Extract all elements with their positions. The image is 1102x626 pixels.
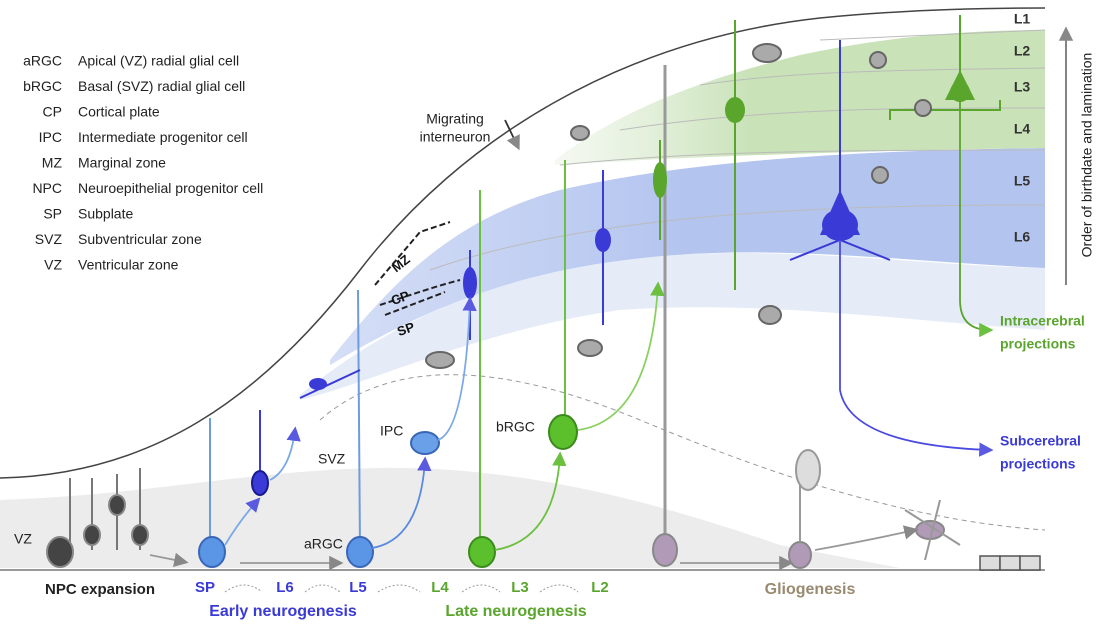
phase-label: Gliogenesis xyxy=(765,581,856,598)
legend-abbr: NPC xyxy=(32,180,62,196)
legend-abbr: SP xyxy=(43,206,62,222)
neurons-shape xyxy=(252,471,268,495)
stage-arrows-shape xyxy=(462,585,500,592)
stage-arrows-shape xyxy=(225,585,262,592)
neurons-shape xyxy=(822,209,858,241)
diagram: aRGC Apical (VZ) radial glial cell bRGC Bas… xyxy=(0,0,1102,626)
legend-term: Intermediate progenitor cell xyxy=(78,129,248,145)
stage-label: L5 xyxy=(349,579,367,596)
legend-abbr: bRGC xyxy=(23,78,62,94)
layer-label: L2 xyxy=(1014,43,1031,59)
legend-term: Marginal zone xyxy=(78,155,166,171)
neurons-shape-shape xyxy=(870,52,886,68)
neurons-shape xyxy=(463,267,477,299)
neurons-shape xyxy=(653,162,667,198)
legend-abbr: SVZ xyxy=(35,231,63,247)
label: aRGC xyxy=(304,536,343,552)
neurons-shape xyxy=(595,228,611,252)
neurons-shape-shape xyxy=(759,306,781,324)
neurons-shape-shape xyxy=(571,126,589,140)
stage-label: SP xyxy=(195,579,215,596)
label: VZ xyxy=(14,531,32,547)
legend-abbr: aRGC xyxy=(23,53,62,69)
stage-arrows-shape xyxy=(540,585,578,592)
neurons-shape-shape xyxy=(872,167,888,183)
layer-label: L6 xyxy=(1014,229,1031,245)
label: IPC xyxy=(380,423,403,439)
projection-label: projections xyxy=(1000,336,1076,352)
stage-label: L6 xyxy=(276,579,294,596)
neurons-shape xyxy=(725,97,745,123)
legend-abbr: IPC xyxy=(39,129,62,145)
neurons-shape-shape xyxy=(753,44,781,62)
timeline-label: NPC expansion xyxy=(45,581,155,598)
layer-label: L3 xyxy=(1014,79,1031,95)
progenitor-cells-shape xyxy=(789,542,811,568)
projection-label: Subcerebral xyxy=(1000,433,1081,449)
phase-label: Early neurogenesis xyxy=(209,603,357,620)
progenitor-cells-shape xyxy=(980,556,1040,570)
legend-abbr: MZ xyxy=(42,155,63,171)
arrows-shape xyxy=(505,120,518,147)
neurons-shape-shape xyxy=(578,340,602,356)
legend-term: Subventricular zone xyxy=(78,231,202,247)
phase-label: Late neurogenesis xyxy=(445,603,586,620)
progenitor-cells-shape xyxy=(469,537,495,567)
progenitor-cells-shape-shape xyxy=(1000,556,1020,570)
layer-label: L4 xyxy=(1014,121,1031,137)
label: interneuron xyxy=(420,129,491,145)
stage-arrows-shape xyxy=(305,585,340,592)
stage-label: L3 xyxy=(511,579,529,596)
progenitor-cells-shape xyxy=(549,415,577,449)
progenitor-cells-shape xyxy=(653,534,677,566)
progenitor-cells-shape xyxy=(199,537,225,567)
neurons-shape-shape xyxy=(915,100,931,116)
neurons-shape xyxy=(309,378,327,390)
stage-label: L4 xyxy=(431,579,449,596)
label: Migrating xyxy=(426,111,484,127)
projection-label: projections xyxy=(1000,456,1076,472)
legend-term: Basal (SVZ) radial glial cell xyxy=(78,78,245,94)
progenitor-cells-shape-shape xyxy=(84,525,100,545)
progenitor-cells-shape-shape xyxy=(47,537,73,567)
zone-label: MZ xyxy=(389,252,413,275)
progenitor-cells-shape xyxy=(796,450,820,490)
progenitor-cells-shape-shape xyxy=(132,525,148,545)
legend: aRGC Apical (VZ) radial glial cell bRGC Bas… xyxy=(23,53,263,273)
neurons-shape xyxy=(950,82,970,102)
legend-term: Neuroepithelial progenitor cell xyxy=(78,180,263,196)
legend-term: Ventricular zone xyxy=(78,257,179,273)
axis-label: Order of birthdate and lamination xyxy=(1079,53,1095,258)
legend-abbr: CP xyxy=(43,104,62,120)
layer-label: L5 xyxy=(1014,173,1031,189)
regions-shape xyxy=(0,468,900,568)
progenitor-cells-shape xyxy=(347,537,373,567)
legend-term: Subplate xyxy=(78,206,133,222)
projection-label: Intracerebral xyxy=(1000,313,1085,329)
neurons-shape-shape xyxy=(426,352,454,368)
label: SVZ xyxy=(318,451,346,467)
layer-label: L1 xyxy=(1014,11,1031,27)
legend-abbr: VZ xyxy=(44,257,62,273)
progenitor-cells-shape-shape xyxy=(109,495,125,515)
label: bRGC xyxy=(496,419,535,435)
progenitor-cells-shape-shape xyxy=(980,556,1000,570)
progenitor-cells-shape xyxy=(411,432,439,454)
stage-arrows-shape xyxy=(378,585,420,592)
arrows-shape xyxy=(815,530,915,550)
legend-term: Apical (VZ) radial glial cell xyxy=(78,53,239,69)
legend-term: Cortical plate xyxy=(78,104,160,120)
progenitor-cells-shape-shape xyxy=(1020,556,1040,570)
arrows-shape xyxy=(270,430,295,480)
stage-label: L2 xyxy=(591,579,609,596)
